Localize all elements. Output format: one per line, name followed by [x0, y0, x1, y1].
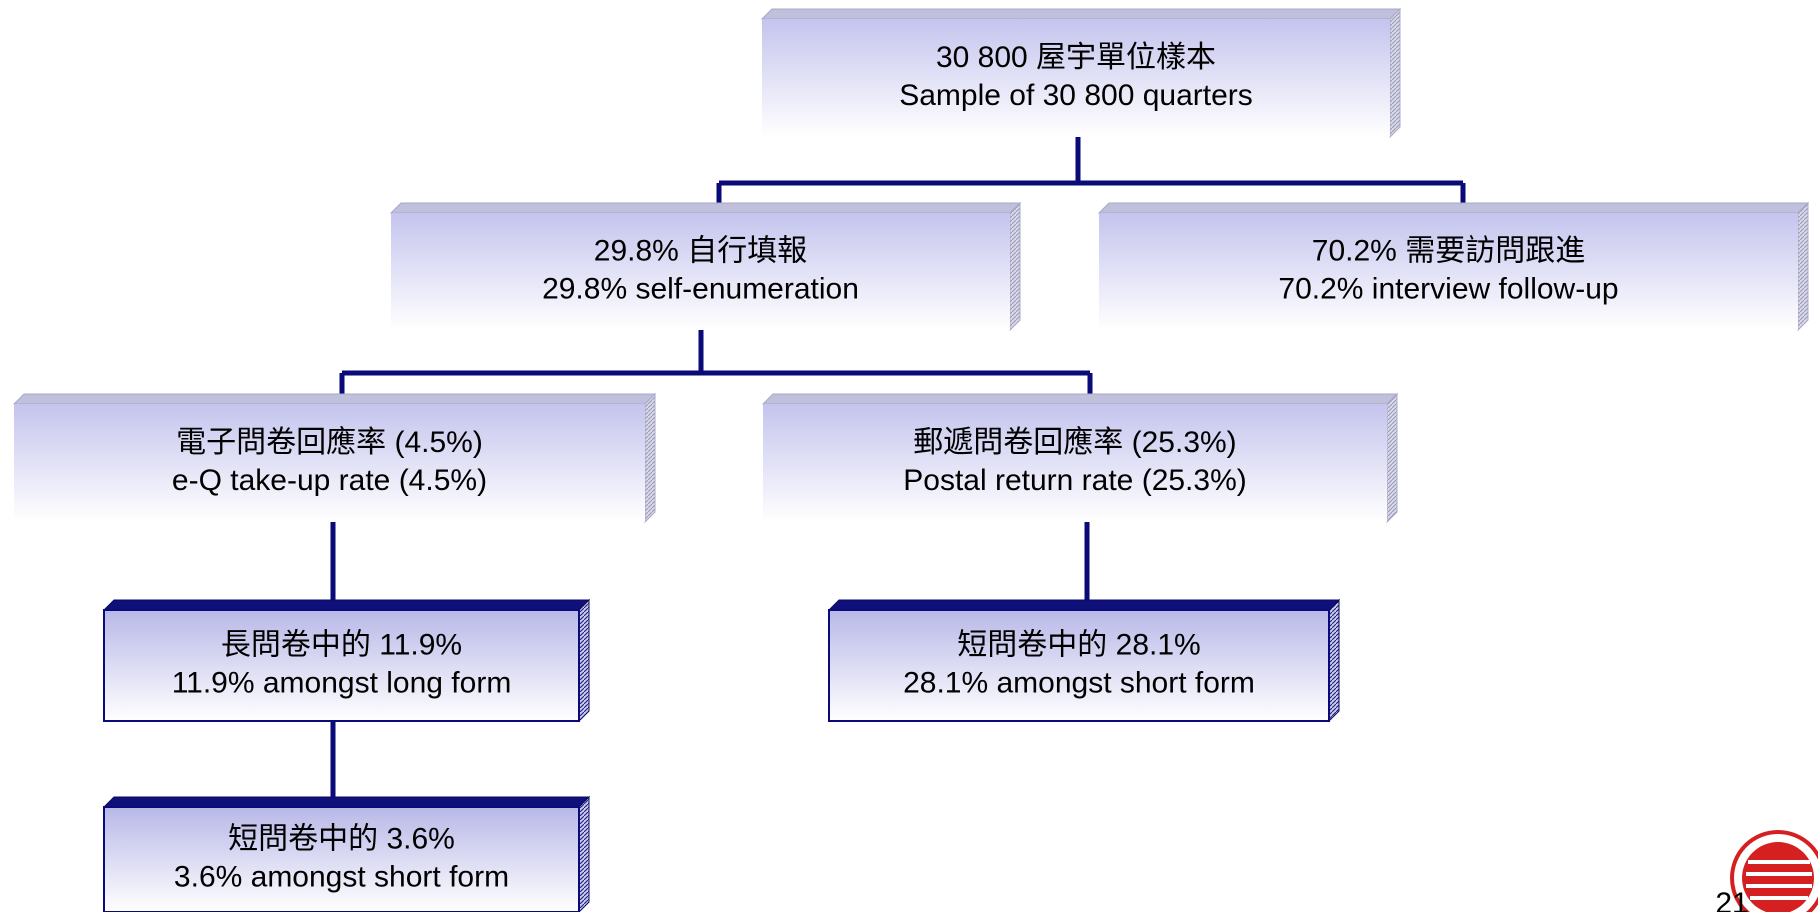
node-label-en: e-Q take-up rate (4.5%) [172, 464, 487, 497]
node-side [578, 795, 590, 912]
node-label-en: Sample of 30 800 quarters [899, 79, 1253, 112]
node-top [761, 393, 1399, 405]
node-face [391, 213, 1010, 330]
node-top [1097, 202, 1810, 214]
page-number: 21 [1715, 887, 1748, 912]
node-top [760, 8, 1402, 20]
node-label-zh: 郵遞問卷回應率 (25.3%) [913, 426, 1236, 459]
node-label-en: 29.8% self-enumeration [542, 272, 859, 305]
node: 29.8% 自行填報 29.8% self-enumeration [389, 201, 1022, 332]
node-top [12, 393, 657, 405]
node-side [1389, 7, 1401, 139]
node-label-en: 70.2% interview follow-up [1278, 272, 1618, 305]
node: 30 800 屋宇單位樣本 Sample of 30 800 quarters [760, 7, 1402, 139]
node-side [644, 392, 656, 524]
node-label-en: 3.6% amongst short form [174, 860, 509, 893]
node: 短問卷中的 28.1% 28.1% amongst short form [827, 598, 1341, 723]
node-label-en: 28.1% amongst short form [903, 666, 1255, 699]
node-face [103, 609, 580, 722]
node-label-en: Postal return rate (25.3%) [903, 464, 1247, 497]
node-label-zh: 電子問卷回應率 (4.5%) [176, 426, 483, 459]
node-face [103, 806, 580, 912]
logo [1730, 830, 1818, 912]
node-label-en: 11.9% amongst long form [172, 666, 512, 699]
node: 70.2% 需要訪問跟進 70.2% interview follow-up [1097, 201, 1810, 332]
node-label-zh: 30 800 屋宇單位樣本 [936, 41, 1216, 74]
node: 郵遞問卷回應率 (25.3%) Postal return rate (25.3%… [761, 392, 1399, 524]
node-top [102, 796, 591, 808]
node: 電子問卷回應率 (4.5%) e-Q take-up rate (4.5%) [12, 392, 657, 524]
connectors [330, 137, 1466, 797]
node-side [1009, 201, 1021, 332]
node-face [763, 404, 1387, 522]
node-label-zh: 長問卷中的 11.9% [221, 628, 462, 661]
node-side [1328, 598, 1340, 723]
node-face [14, 404, 645, 522]
node: 長問卷中的 11.9% 11.9% amongst long form [102, 598, 591, 723]
node-label-zh: 29.8% 自行填報 [594, 234, 807, 267]
logo-stripes [1746, 860, 1812, 900]
node-label-zh: 70.2% 需要訪問跟進 [1312, 234, 1585, 267]
connector [716, 137, 1466, 203]
node-face [828, 609, 1330, 722]
node-face [1099, 213, 1798, 330]
node-label-zh: 短問卷中的 28.1% [957, 628, 1200, 661]
node-side [1386, 392, 1398, 524]
node-side [578, 598, 590, 723]
node-top [389, 202, 1022, 214]
node-top [827, 599, 1341, 611]
node-top [102, 599, 591, 611]
node-side [1797, 201, 1809, 332]
node-label-zh: 短問卷中的 3.6% [228, 822, 455, 855]
node-face [762, 19, 1390, 137]
connector [339, 330, 1093, 394]
logo-core [1742, 842, 1814, 912]
node: 短問卷中的 3.6% 3.6% amongst short form [102, 795, 591, 912]
